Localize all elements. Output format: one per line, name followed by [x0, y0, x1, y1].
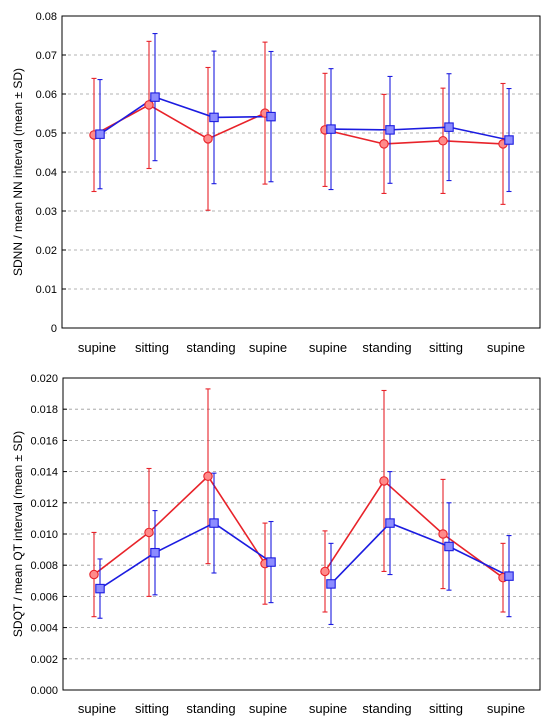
data-point-circle	[320, 566, 330, 577]
data-point-square	[504, 135, 514, 145]
x-category-label: sitting	[135, 701, 169, 716]
y-tick-label: 0.002	[30, 654, 58, 666]
x-category-label: supine	[78, 701, 116, 716]
y-tick-label: 0.06	[36, 89, 57, 101]
data-point-square	[444, 541, 454, 552]
y-tick-label: 0.012	[30, 498, 58, 510]
data-point-square	[326, 579, 336, 589]
data-point-square	[385, 125, 395, 135]
y-axis-label: SDQT / mean QT interval (mean ± SD)	[11, 431, 25, 637]
data-point-square	[95, 583, 105, 594]
y-tick-label: 0	[51, 323, 57, 335]
y-tick-label: 0.008	[30, 560, 58, 572]
chart-panel-2: 0.000 0.002 0.004 0.006 0.008 0.010 0.012 0.014…	[11, 373, 541, 716]
data-point-square	[504, 571, 514, 581]
data-point-square	[444, 122, 454, 132]
y-tick-label: 0.004	[30, 623, 58, 635]
y-tick-label: 0.016	[30, 435, 58, 447]
x-category-label: standing	[186, 701, 235, 716]
y-tick-label: 0.01	[36, 284, 57, 296]
data-point-circle	[438, 136, 448, 146]
y-tick-label: 0.020	[30, 373, 58, 385]
data-point-circle	[89, 569, 99, 580]
x-category-label: standing	[362, 701, 411, 716]
data-point-square	[209, 112, 219, 123]
x-category-label: sitting	[429, 340, 463, 355]
series-line-red	[324, 129, 504, 145]
data-point-square	[266, 111, 276, 122]
data-point-circle	[438, 529, 448, 539]
x-category-label: supine	[78, 340, 116, 355]
y-tick-label: 0.014	[30, 467, 58, 479]
y-tick-label: 0.07	[36, 50, 57, 62]
data-point-square	[209, 518, 219, 528]
y-tick-label: 0.05	[36, 128, 57, 140]
x-category-label: supine	[487, 701, 525, 716]
x-category-label: supine	[249, 701, 287, 716]
plot-frame	[62, 377, 541, 691]
y-tick-label: 0.02	[36, 245, 57, 257]
data-point-circle	[144, 100, 154, 110]
data-point-circle	[144, 527, 154, 538]
x-category-label: sitting	[429, 701, 463, 716]
x-category-label: standing	[362, 340, 411, 355]
series-line-blue	[99, 96, 272, 135]
data-point-square	[326, 124, 336, 134]
x-category-label: supine	[309, 340, 347, 355]
data-point-circle	[379, 476, 389, 486]
y-tick-label: 0.04	[36, 167, 57, 179]
x-category-label: sitting	[135, 340, 169, 355]
series-line-red	[93, 475, 266, 576]
chart-panel-1: 0 0.01 0.02 0.03 0.04 0.05 0.06 0.07 0.08 SDNN / …	[11, 11, 541, 355]
data-point-circle	[379, 139, 389, 149]
x-category-label: supine	[309, 701, 347, 716]
data-point-square	[266, 557, 276, 567]
data-point-circle	[203, 471, 213, 482]
y-tick-label: 0.006	[30, 591, 58, 603]
y-tick-label: 0.010	[30, 529, 58, 541]
plot-frame	[61, 15, 541, 329]
data-point-circle	[203, 134, 213, 144]
y-axis-label: SDNN / mean NN interval (mean ± SD)	[11, 68, 25, 276]
x-category-label: supine	[249, 340, 287, 355]
series-line-blue	[330, 522, 510, 585]
series-line-blue	[330, 126, 510, 141]
y-tick-label: 0.03	[36, 206, 57, 218]
data-point-square	[150, 92, 160, 102]
y-tick-label: 0.000	[30, 685, 58, 697]
series-line-red	[324, 479, 504, 579]
data-point-square	[95, 129, 105, 139]
x-category-label: supine	[487, 340, 525, 355]
y-tick-label: 0.08	[36, 11, 57, 23]
x-category-label: standing	[186, 340, 235, 355]
y-tick-label: 0.018	[30, 404, 58, 416]
series-line-blue	[99, 522, 272, 590]
data-point-square	[150, 547, 160, 558]
data-point-square	[385, 518, 395, 528]
